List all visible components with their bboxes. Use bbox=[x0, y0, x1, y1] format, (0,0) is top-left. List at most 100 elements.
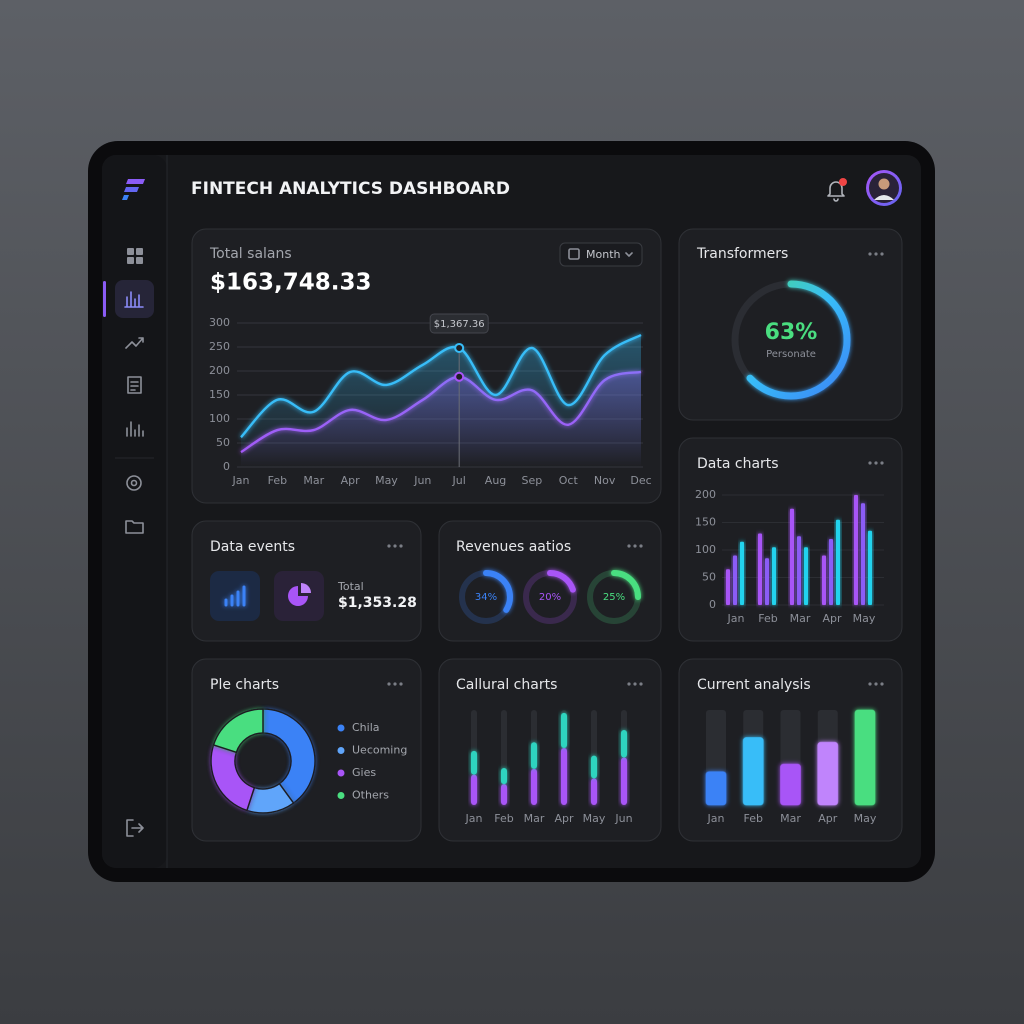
more-menu[interactable] bbox=[387, 682, 403, 686]
x-tick-label: Dec bbox=[630, 474, 651, 487]
highlight-point bbox=[454, 342, 465, 353]
x-tick-label: Feb bbox=[758, 612, 777, 625]
gauge-arc bbox=[731, 280, 851, 400]
nav-logout[interactable] bbox=[126, 819, 144, 837]
y-tick-label: 150 bbox=[695, 516, 716, 529]
card-title: Ple charts bbox=[210, 677, 279, 693]
bar-segment bbox=[531, 768, 537, 805]
legend-label: Gies bbox=[352, 766, 376, 779]
nav-analytics bbox=[124, 291, 144, 308]
notifications[interactable] bbox=[827, 178, 847, 202]
ring-label: 34% bbox=[475, 592, 497, 603]
bars-icon bbox=[224, 585, 246, 607]
bar bbox=[772, 547, 776, 605]
pie-icon bbox=[288, 586, 308, 606]
x-tick-label: Nov bbox=[594, 474, 616, 487]
x-tick-label: Mar bbox=[524, 812, 545, 825]
more-menu[interactable] bbox=[627, 682, 643, 686]
bell-icon bbox=[827, 181, 845, 202]
ring-arc bbox=[459, 570, 513, 624]
legend-dot bbox=[337, 747, 345, 754]
period-button bbox=[559, 242, 643, 267]
y-tick-label: 200 bbox=[695, 488, 716, 501]
bar bbox=[765, 558, 769, 605]
avatar-body bbox=[874, 195, 894, 200]
sidebar bbox=[102, 155, 167, 868]
tooltip-box bbox=[429, 313, 489, 334]
bar bbox=[817, 741, 839, 806]
ring-arc bbox=[523, 570, 577, 624]
card-title: Current analysis bbox=[697, 677, 811, 693]
period-select[interactable]: Month bbox=[559, 242, 643, 267]
y-tick-label: 100 bbox=[695, 543, 716, 556]
x-tick-label: Jan bbox=[465, 812, 483, 825]
x-tick-label: Mar bbox=[790, 612, 811, 625]
bar bbox=[733, 555, 737, 605]
bar bbox=[797, 536, 801, 605]
area bbox=[241, 335, 641, 467]
card-callural bbox=[438, 658, 662, 842]
icon-part bbox=[136, 248, 143, 255]
nav-report[interactable] bbox=[127, 376, 142, 394]
bar-segment bbox=[591, 778, 597, 805]
avatar[interactable] bbox=[866, 170, 902, 206]
x-tick-label: Sep bbox=[522, 474, 543, 487]
x-tick-label: Apr bbox=[818, 812, 838, 825]
x-tick-label: Jan bbox=[727, 612, 745, 625]
bar-segment bbox=[561, 748, 567, 805]
x-tick-label: May bbox=[375, 474, 398, 487]
bar bbox=[758, 533, 762, 605]
notification-badge bbox=[839, 178, 847, 186]
y-tick-label: 50 bbox=[216, 436, 230, 449]
nav-settings[interactable] bbox=[126, 475, 142, 491]
card-title: Data events bbox=[210, 539, 295, 555]
bar-segment bbox=[621, 729, 627, 758]
bar-segment bbox=[471, 750, 477, 775]
bar bbox=[829, 539, 833, 605]
bar-segment bbox=[591, 755, 597, 779]
more-menu[interactable] bbox=[868, 682, 884, 686]
gauge-value: 63% bbox=[765, 320, 818, 345]
card-transformers bbox=[678, 228, 903, 421]
more-menu[interactable] bbox=[627, 544, 643, 548]
bar bbox=[854, 709, 876, 806]
bar bbox=[854, 495, 858, 605]
bar bbox=[861, 503, 865, 605]
logo-bar bbox=[126, 179, 145, 184]
more-menu[interactable] bbox=[868, 252, 884, 256]
bar-segment bbox=[621, 757, 627, 805]
events-total-label: Total bbox=[337, 580, 364, 593]
legend-label: Others bbox=[352, 789, 389, 802]
nav-folder[interactable] bbox=[125, 520, 144, 534]
logo bbox=[122, 179, 145, 200]
x-tick-label: May bbox=[854, 812, 877, 825]
more-menu[interactable] bbox=[868, 461, 884, 465]
bar-segment bbox=[501, 784, 507, 805]
icon-part bbox=[126, 475, 142, 491]
icon-part bbox=[127, 248, 134, 255]
chevron bbox=[625, 252, 633, 257]
x-tick-label: Jul bbox=[452, 474, 466, 487]
more-menu[interactable] bbox=[387, 544, 403, 548]
bar bbox=[822, 555, 826, 605]
card-title: Revenues aatios bbox=[456, 539, 571, 555]
events-icon-bars[interactable] bbox=[210, 571, 260, 621]
events-total: $1,353.28 bbox=[338, 595, 417, 611]
card-revenues bbox=[438, 520, 662, 642]
active-indicator bbox=[103, 281, 106, 317]
nav-bars[interactable] bbox=[126, 421, 144, 437]
x-tick-label: May bbox=[853, 612, 876, 625]
x-tick-label: Mar bbox=[780, 812, 801, 825]
page-title: FINTECH ANALYTICS DASHBOARD bbox=[191, 179, 510, 199]
legend-dot bbox=[337, 792, 345, 799]
y-tick-label: 50 bbox=[702, 571, 716, 584]
more-menus bbox=[387, 252, 884, 686]
highlight-point bbox=[454, 371, 465, 382]
logo-bar bbox=[122, 195, 129, 200]
y-tick-label: 300 bbox=[209, 316, 230, 329]
y-tick-label: 250 bbox=[209, 340, 230, 353]
nav-trend[interactable] bbox=[125, 337, 144, 349]
events-icon-pie[interactable] bbox=[274, 571, 324, 621]
nav-grid[interactable] bbox=[127, 248, 143, 264]
